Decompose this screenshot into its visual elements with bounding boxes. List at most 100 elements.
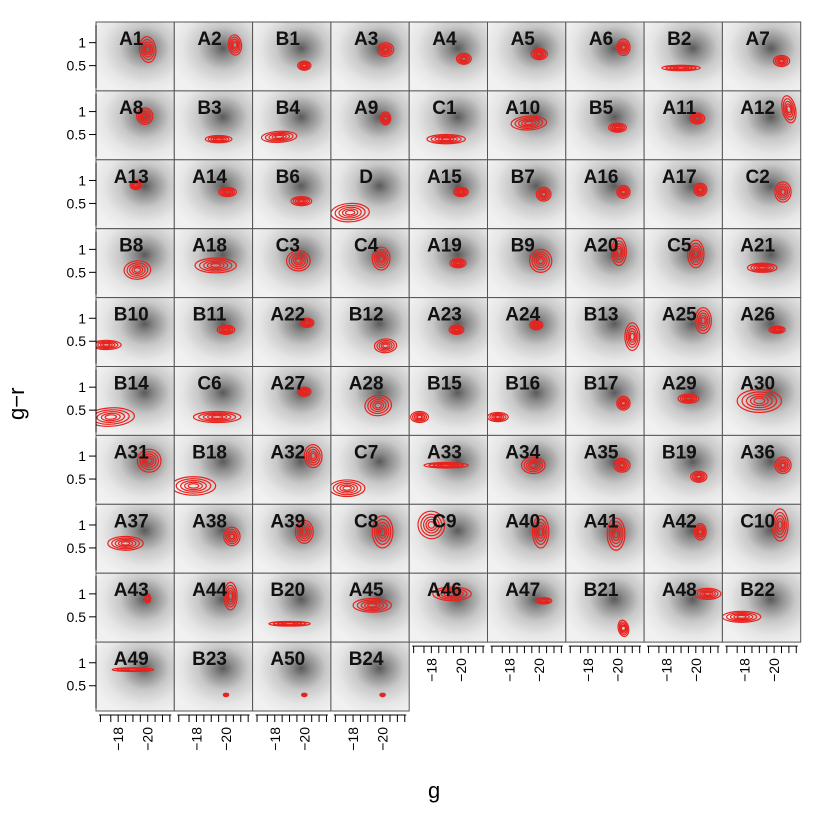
y-tick-label: 1 [78, 241, 86, 257]
contour-c5-2 [690, 245, 702, 263]
contour-a26-1 [770, 326, 785, 334]
y-tick-label: 0.5 [67, 402, 87, 418]
panel-c10: C10 [721, 503, 802, 574]
contour-b9-3 [535, 255, 546, 267]
background-density [565, 504, 645, 574]
background-density [252, 573, 331, 643]
background-density [644, 90, 723, 160]
contour-d-3 [341, 208, 359, 217]
contour-b5-1 [609, 123, 626, 132]
contour-c5-4 [693, 250, 699, 258]
contour-c7-0 [330, 479, 366, 498]
panel-b7: B7 [487, 159, 567, 230]
contour-a3-0 [376, 42, 395, 58]
panel-label: A22 [270, 305, 305, 326]
contour-a27-1 [298, 387, 311, 396]
contour-a37-0 [107, 535, 144, 551]
contour-c6-4 [210, 415, 224, 419]
contour-a4-0 [455, 52, 472, 65]
contour-a7-1 [774, 56, 789, 66]
contour-b17-1 [617, 397, 630, 410]
contour-a5-3 [535, 51, 544, 57]
contour-a34-4 [529, 462, 537, 468]
contour-a28-0 [364, 394, 393, 417]
panel-label: A38 [192, 511, 227, 532]
contour-b4-4 [274, 134, 285, 139]
panel-label: A6 [589, 29, 613, 50]
contour-a6-4 [620, 44, 627, 50]
y-tick-label: 0.5 [67, 678, 87, 694]
background-density [330, 504, 410, 574]
panel-label: B6 [276, 167, 300, 188]
contour-a32-3 [309, 450, 318, 462]
contour-c1-1 [430, 134, 462, 144]
contour-a48-4 [703, 591, 712, 596]
contour-a36-1 [776, 458, 790, 473]
contour-a23-0 [448, 324, 465, 335]
panel-label: B1 [276, 29, 301, 50]
panel-a14: A14 [173, 159, 254, 230]
panel-label: A1 [119, 29, 144, 50]
contour-a2-1 [229, 36, 241, 54]
background-density [252, 297, 331, 367]
x-tick-label: −18 [423, 658, 439, 682]
contour-a35-4 [619, 463, 625, 468]
contour-b19-4 [696, 474, 702, 479]
panel-c3: C3 [252, 228, 332, 299]
contour-c6-1 [198, 412, 237, 422]
contour-a23-2 [451, 326, 462, 334]
panel-label: C2 [745, 167, 769, 188]
contour-b19-3 [694, 473, 703, 480]
y-tick-label: 0.5 [67, 195, 87, 211]
panel-label: A11 [662, 98, 696, 119]
contour-b11-4 [223, 328, 229, 332]
contour-d-4 [344, 209, 356, 216]
contour-a37-3 [117, 539, 134, 547]
contour-a24-3 [532, 322, 540, 328]
contour-b5-2 [611, 124, 624, 131]
contour-a30-0 [736, 388, 783, 414]
panel-label: B20 [270, 580, 305, 601]
panel-label: A40 [505, 511, 540, 532]
contour-c9-0 [417, 510, 446, 540]
contour-a11-2 [692, 114, 703, 123]
contour-a17-1 [694, 184, 707, 196]
contour-a10-1 [514, 117, 544, 130]
contour-a15-4 [458, 190, 464, 194]
contour-c9-3 [425, 518, 438, 532]
panel-label: C1 [432, 98, 457, 119]
contour-b16-3 [493, 414, 503, 420]
contour-a27-2 [299, 388, 309, 396]
contour-b1-0 [297, 60, 312, 71]
panel-a43: A43 [95, 572, 175, 643]
contour-a48-0 [693, 587, 722, 600]
contour-a16-0 [616, 184, 631, 199]
contour-a40-4 [538, 527, 544, 537]
contour-a35-2 [616, 460, 628, 470]
contour-a7-4 [778, 59, 785, 63]
contour-a12-1 [782, 98, 796, 121]
contour-a15-1 [454, 187, 468, 197]
x-tick-label: −20 [140, 727, 156, 751]
contour-c7-3 [339, 484, 355, 493]
panel-a33: A33 [408, 434, 489, 505]
contour-c5-0 [687, 239, 705, 269]
contour-b21-0 [617, 619, 630, 638]
background-density [252, 159, 331, 229]
contour-b22-3 [733, 614, 750, 620]
panel-label: A26 [740, 305, 775, 326]
contour-a26-4 [774, 328, 780, 332]
panel-a21: A21 [721, 228, 802, 299]
background-density [487, 297, 566, 367]
contour-b15-2 [413, 413, 426, 421]
contour-a1-4 [145, 45, 151, 54]
panel-a7: A7 [721, 21, 802, 92]
contour-c4-4 [378, 255, 384, 262]
contour-a30-2 [745, 393, 773, 409]
contour-a18-4 [210, 263, 222, 268]
contour-a41-4 [613, 529, 619, 539]
contour-a36-3 [779, 461, 787, 470]
panel-label: A20 [584, 236, 619, 257]
contour-a46-2 [440, 589, 464, 599]
